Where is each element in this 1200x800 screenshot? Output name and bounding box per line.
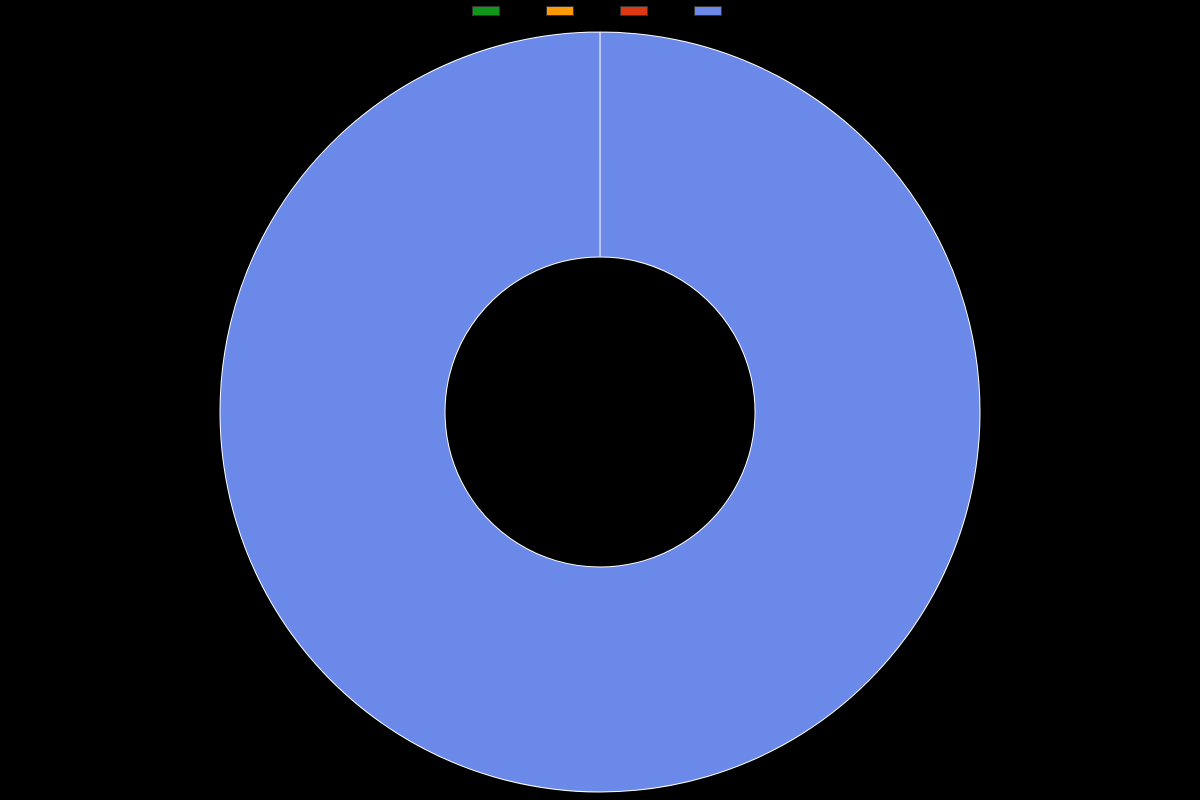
legend-item-3[interactable] (694, 6, 728, 16)
legend-item-1[interactable] (546, 6, 580, 16)
legend-swatch-2 (620, 6, 648, 16)
donut-chart (0, 24, 1200, 800)
legend-swatch-1 (546, 6, 574, 16)
legend-swatch-3 (694, 6, 722, 16)
legend-item-2[interactable] (620, 6, 654, 16)
donut-slice[interactable] (220, 32, 980, 792)
legend-item-0[interactable] (472, 6, 506, 16)
legend-swatch-0 (472, 6, 500, 16)
donut-svg (0, 24, 1200, 800)
chart-legend (472, 6, 728, 16)
